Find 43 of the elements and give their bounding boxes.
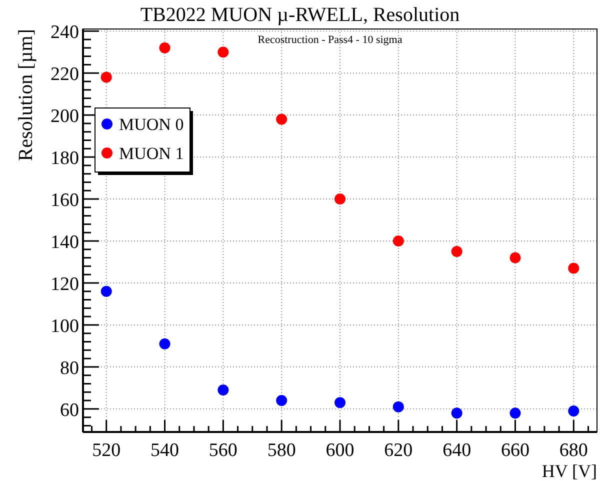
x-tick-label: 520	[92, 440, 121, 461]
chart-subtitle: Recostruction - Pass4 - 10 sigma	[258, 34, 402, 46]
point	[218, 46, 229, 58]
legend-label: MUON 0	[119, 115, 184, 134]
point	[510, 408, 521, 419]
y-tick-label: 120	[50, 274, 79, 295]
point	[159, 338, 170, 350]
x-tick-label: 620	[384, 440, 413, 461]
point	[334, 194, 346, 205]
point	[276, 395, 288, 406]
x-tick-label: 660	[500, 440, 530, 461]
y-tick-label: 240	[50, 22, 79, 44]
point	[276, 114, 288, 125]
x-tick-label: 580	[267, 440, 296, 461]
x-axis-title: HV [V]	[542, 461, 597, 481]
point	[451, 246, 462, 257]
y-tick-label: 180	[50, 148, 79, 170]
point	[451, 408, 462, 419]
y-axis-title: Resolution [µm]	[15, 29, 37, 162]
point	[392, 235, 404, 246]
x-tick-label: 560	[208, 440, 238, 461]
point	[218, 384, 229, 396]
point	[100, 72, 112, 83]
chart-title: TB2022 MUON µ-RWELL, Resolution	[140, 4, 460, 26]
y-tick-label: 100	[50, 316, 79, 337]
legend-label: MUON 1	[119, 144, 184, 163]
x-tick-label: 640	[442, 440, 472, 461]
x-tick-label: 600	[326, 440, 354, 461]
y-tick-label: 220	[50, 64, 79, 86]
x-tick-label: 540	[150, 440, 180, 461]
y-tick-label: 160	[50, 190, 79, 212]
point	[159, 42, 170, 54]
point	[568, 406, 580, 417]
point	[510, 252, 521, 264]
x-tick-label: 680	[559, 440, 588, 461]
point	[100, 286, 112, 297]
point	[568, 262, 580, 274]
y-tick-label: 200	[50, 106, 79, 128]
point	[392, 401, 404, 412]
y-tick-label: 80	[60, 358, 79, 379]
y-tick-label: 140	[50, 232, 79, 253]
y-tick-label: 60	[60, 400, 79, 421]
point	[334, 397, 346, 408]
